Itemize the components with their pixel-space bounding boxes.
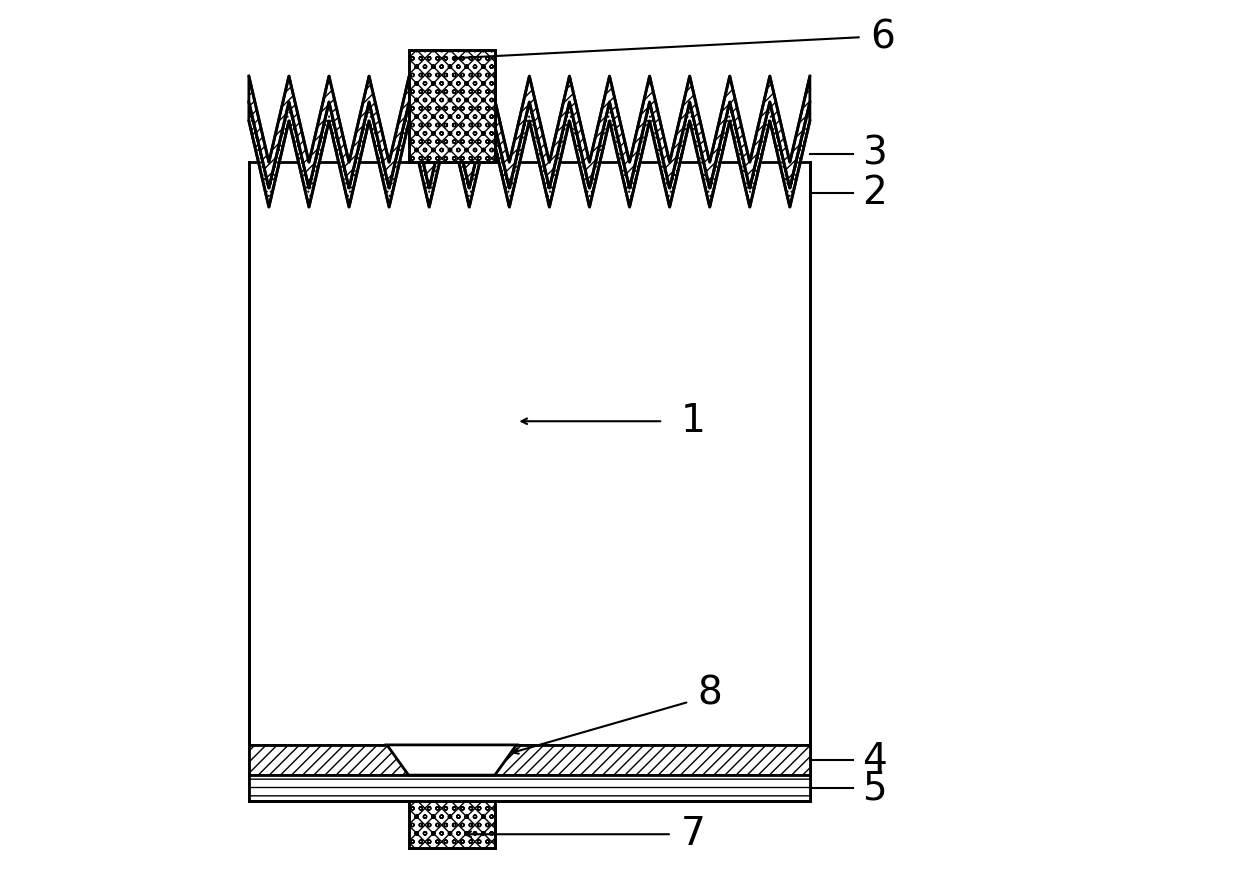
Bar [408,801,495,848]
Bar [249,162,810,745]
Polygon shape [387,745,516,775]
Text: 7: 7 [681,816,706,853]
Polygon shape [249,76,810,189]
Bar [249,745,810,775]
Text: 8: 8 [698,674,723,712]
Text: 4: 4 [862,741,887,779]
Text: 2: 2 [862,174,887,211]
Bar [408,801,495,848]
Text: 6: 6 [870,18,895,56]
Text: 1: 1 [681,403,706,440]
Text: 3: 3 [862,135,887,173]
Text: 5: 5 [862,769,887,807]
Bar [408,50,495,162]
Bar [249,775,810,801]
Bar [408,50,495,162]
Polygon shape [249,102,810,207]
